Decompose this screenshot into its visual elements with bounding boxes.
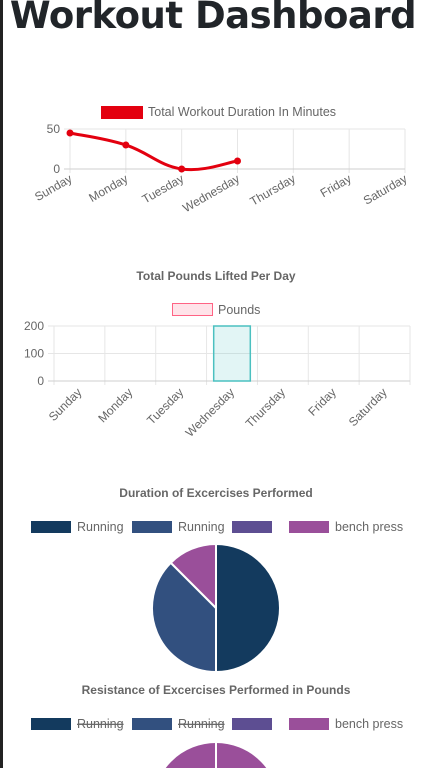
- legend-swatch-duration: [101, 106, 143, 119]
- y-tick-label: 0: [53, 162, 60, 176]
- x-tick-label: Wednesday: [180, 171, 242, 215]
- legend-label: bench press: [335, 717, 403, 731]
- x-tick-label: Tuesday: [140, 171, 186, 206]
- pie-slice: [169, 542, 217, 611]
- legend-swatch: [132, 718, 172, 730]
- legend-label: bench press: [335, 520, 403, 534]
- data-point: [178, 165, 186, 173]
- pounds-bar-chart: Total Pounds Lifted Per Day Pounds 0 100 200…: [24, 269, 411, 440]
- legend-label: Running: [178, 717, 225, 731]
- y-tick-label: 200: [24, 319, 44, 333]
- chart-title: Resistance of Excercises Performed in Po…: [82, 683, 351, 697]
- x-tick-label: Tuesday: [144, 385, 186, 427]
- data-point: [122, 141, 130, 149]
- pie-slice: [215, 542, 281, 674]
- x-tick-label: Saturday: [346, 385, 390, 429]
- x-tick-label: Wednesday: [183, 385, 238, 440]
- duration-pie-chart: Duration of Excercises Performed Running R…: [31, 486, 403, 674]
- legend-swatch: [289, 521, 329, 533]
- y-tick-label: 50: [47, 122, 61, 136]
- legend-label: Running: [178, 520, 225, 534]
- left-border: [0, 0, 3, 768]
- resistance-pie-chart: Resistance of Excercises Performed in Po…: [31, 683, 403, 768]
- data-point: [234, 157, 241, 165]
- x-tick-label: Thursday: [248, 171, 298, 208]
- legend-swatch-pounds: [172, 303, 213, 316]
- legend-label-duration: Total Workout Duration In Minutes: [148, 105, 336, 119]
- legend-label-pounds: Pounds: [218, 303, 260, 317]
- x-tick-label: Friday: [305, 385, 338, 418]
- data-point: [66, 129, 74, 137]
- x-tick-label: Sunday: [46, 385, 85, 424]
- page-title: Workout Dashboard: [9, 0, 417, 37]
- series-line-duration: [69, 131, 238, 172]
- pie-slice: [151, 561, 217, 674]
- legend-label: Running: [77, 520, 124, 534]
- x-tick-label: Thursday: [243, 385, 288, 430]
- y-tick-label: 0: [37, 374, 44, 388]
- y-tick-label: 100: [24, 347, 44, 361]
- legend-swatch: [232, 718, 272, 730]
- x-tick-label: Monday: [86, 171, 130, 204]
- bar-pounds: [212, 325, 252, 382]
- legend-swatch: [31, 521, 71, 533]
- legend-swatch: [31, 718, 71, 730]
- duration-line-chart: Total Workout Duration In Minutes 0 50 Sund…: [32, 105, 410, 215]
- legend-swatch: [289, 718, 329, 730]
- chart-title: Duration of Excercises Performed: [119, 486, 312, 500]
- x-tick-label: Monday: [95, 385, 135, 425]
- legend-swatch: [232, 521, 272, 533]
- chart-title: Total Pounds Lifted Per Day: [136, 269, 295, 283]
- legend-swatch: [132, 521, 172, 533]
- legend-label: Running: [77, 717, 124, 731]
- x-tick-label: Saturday: [361, 171, 410, 207]
- x-tick-label: Sunday: [32, 171, 74, 203]
- x-tick-label: Friday: [318, 171, 354, 200]
